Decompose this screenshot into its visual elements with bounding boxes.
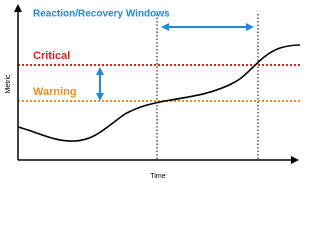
x-axis-label: Time — [150, 173, 165, 180]
critical-label: Critical — [33, 50, 70, 62]
warning-label: Warning — [33, 86, 77, 98]
metric-curve — [17, 44, 300, 142]
diagram: Reaction/Recovery Windows Critical Warni… — [5, 4, 300, 180]
y-axis-label: Metric — [5, 74, 12, 94]
page: Reaction/Recovery Windows Critical Warni… — [4, 4, 300, 180]
title: Reaction/Recovery Windows — [33, 9, 170, 20]
